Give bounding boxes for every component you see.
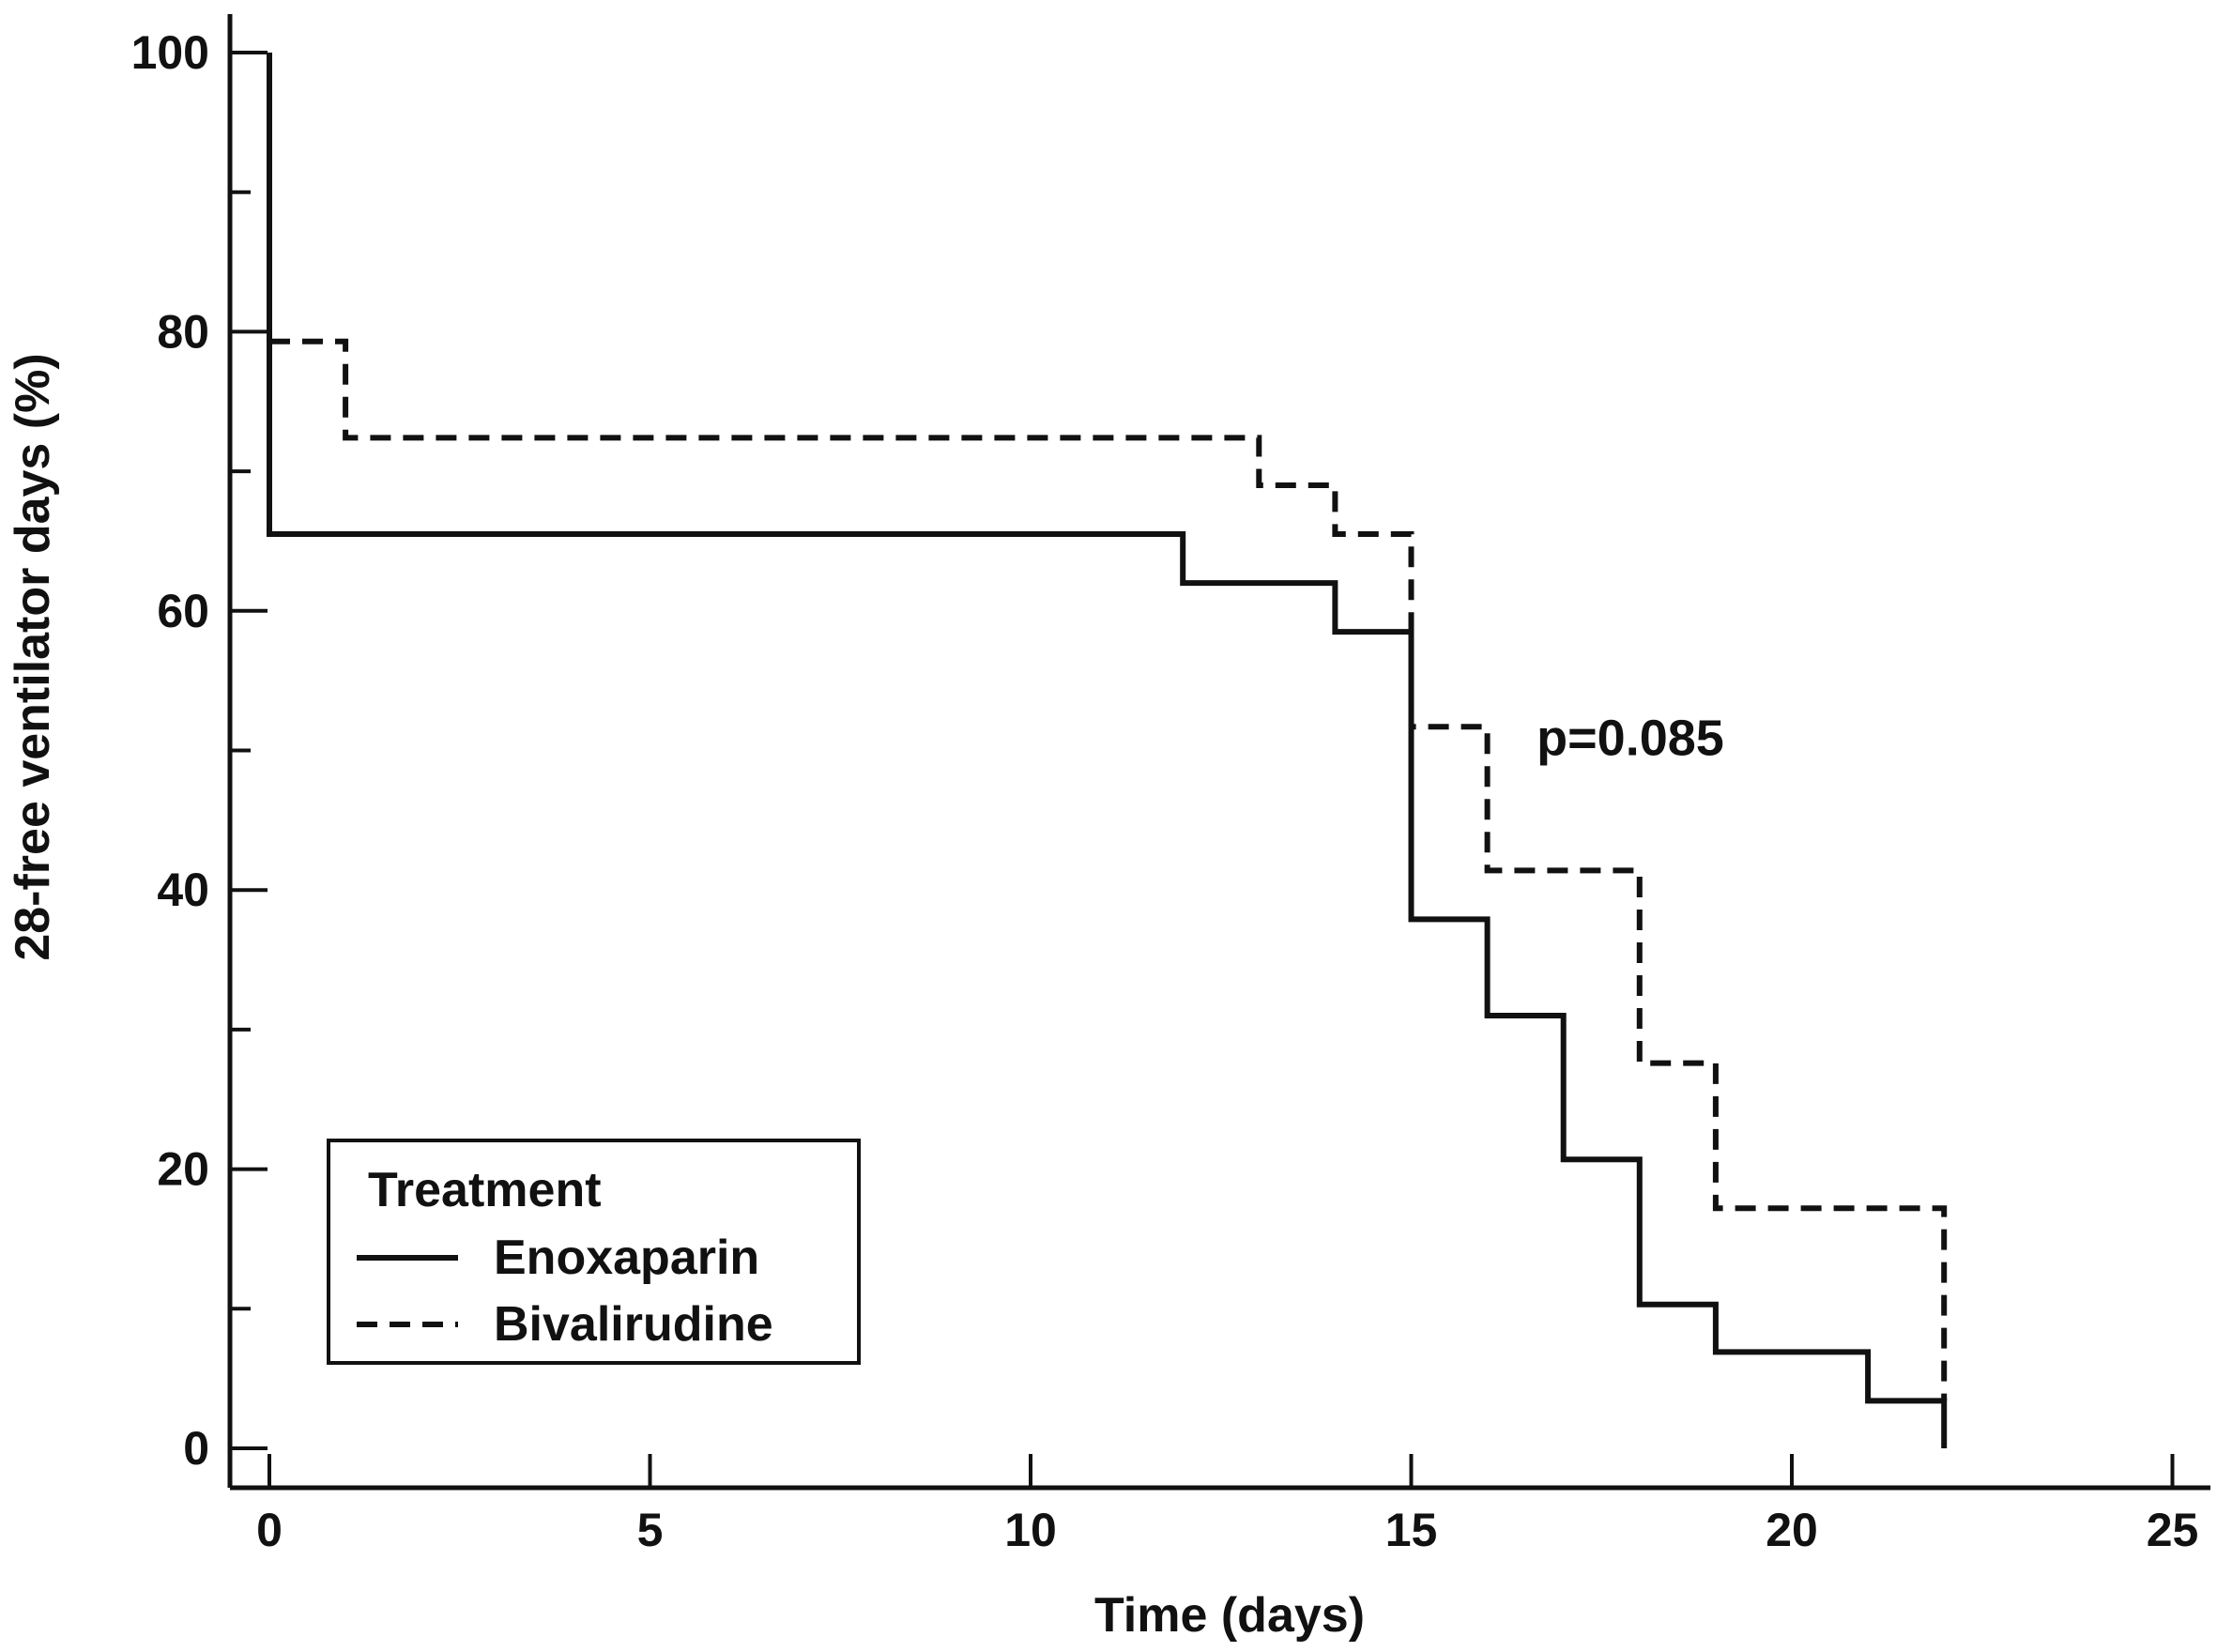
x-tick-label-25: 25: [2147, 1504, 2199, 1556]
legend-label-enoxaparin: Enoxaparin: [494, 1231, 759, 1285]
legend-title: Treatment: [368, 1163, 602, 1217]
y-tick-label-40: 40: [157, 864, 209, 916]
y-tick-label-60: 60: [157, 585, 209, 637]
x-tick-label-5: 5: [637, 1504, 664, 1556]
x-tick-label-15: 15: [1385, 1504, 1438, 1556]
legend-box: [327, 1139, 861, 1365]
x-tick-label-20: 20: [1766, 1504, 1818, 1556]
legend-label-bivalirudine: Bivalirudine: [494, 1297, 773, 1352]
y-axis-title: 28-free ventilator days (%): [6, 353, 60, 960]
p-value-annotation: p=0.085: [1537, 711, 1724, 767]
ticks: 0 5 10 15 20 25 0 20 40 60 80 100: [131, 26, 2199, 1556]
y-tick-label-20: 20: [157, 1143, 209, 1196]
x-axis-title: Time (days): [1094, 1588, 1365, 1643]
x-tick-label-0: 0: [256, 1504, 283, 1556]
x-tick-label-10: 10: [1004, 1504, 1057, 1556]
series-line-bivalirudine: [269, 338, 1948, 1401]
y-tick-label-0: 0: [183, 1422, 209, 1475]
legend: Treatment Enoxaparin Bivalirudine: [327, 1139, 861, 1365]
y-tick-label-80: 80: [157, 305, 209, 358]
y-tick-label-100: 100: [131, 26, 209, 79]
series-group: [267, 53, 1948, 1448]
series-line-enoxaparin: [267, 53, 1948, 1448]
